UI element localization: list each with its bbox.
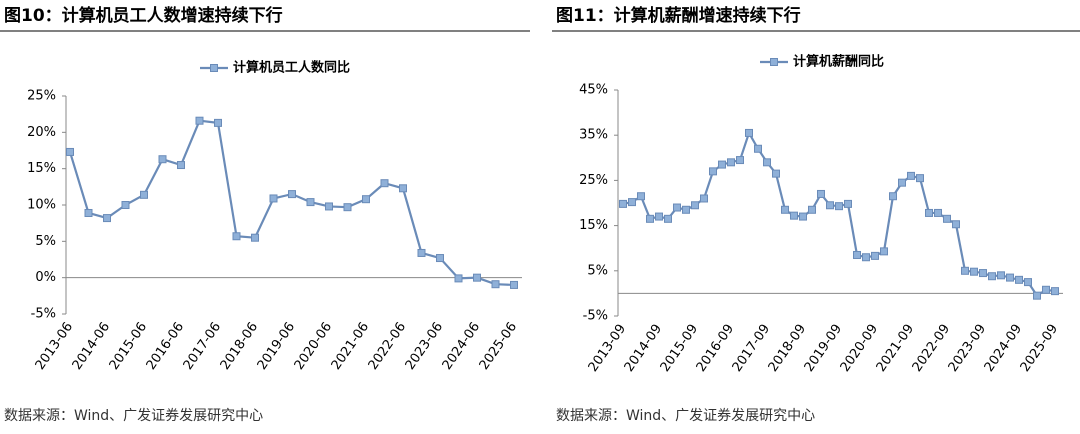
source-note: 数据来源：Wind、广发证券发展研究中心 — [4, 408, 263, 424]
point-marker — [1042, 285, 1050, 294]
point-marker — [1033, 291, 1041, 300]
point-marker — [619, 199, 627, 208]
x-tick-label: 2025-06 — [477, 320, 520, 373]
point-marker — [214, 118, 222, 127]
point-marker — [380, 179, 389, 188]
point-marker — [306, 198, 315, 207]
point-marker — [682, 205, 690, 214]
point-marker — [844, 199, 852, 208]
point-marker — [754, 144, 762, 153]
source-note: 数据来源：Wind、广发证券发展研究中心 — [556, 408, 815, 424]
point-marker — [691, 201, 699, 210]
y-tick-label: 5% — [35, 234, 56, 249]
point-marker — [943, 214, 951, 223]
legend-label: 计算机员工人数同比 — [233, 60, 350, 76]
point-marker — [646, 214, 654, 223]
point-marker — [916, 174, 924, 183]
point-marker — [826, 201, 834, 210]
point-marker — [907, 171, 915, 180]
y-tick-label: 5% — [587, 263, 608, 278]
point-marker — [84, 208, 93, 217]
point-marker — [66, 147, 74, 156]
y-tick-label: 25% — [579, 173, 608, 188]
y-tick-label: 25% — [27, 89, 56, 104]
point-marker — [325, 202, 333, 211]
chart-title: 图11：计算机薪酬增速持续下行 — [556, 5, 801, 26]
point-marker — [772, 169, 780, 178]
point-marker — [853, 250, 861, 259]
point-marker — [655, 212, 663, 221]
point-marker — [925, 208, 933, 217]
y-tick-label: 20% — [27, 125, 56, 140]
series-line — [622, 130, 1056, 298]
point-marker — [473, 273, 481, 282]
point-marker — [979, 269, 987, 278]
point-marker — [952, 220, 960, 229]
y-tick-label: 0% — [35, 270, 56, 285]
point-marker — [799, 212, 807, 221]
point-marker — [1015, 275, 1023, 284]
point-marker — [288, 190, 296, 199]
point-marker — [637, 192, 645, 201]
point-marker — [763, 158, 771, 167]
point-marker — [898, 178, 906, 187]
point-marker — [362, 195, 370, 204]
point-marker — [727, 158, 735, 167]
point-marker — [510, 280, 518, 289]
point-marker — [673, 203, 681, 212]
point-marker — [997, 271, 1005, 280]
point-marker — [121, 201, 130, 209]
legend-label: 计算机薪酬同比 — [793, 54, 884, 70]
point-marker — [399, 184, 407, 193]
point-marker — [628, 198, 636, 207]
point-marker — [970, 267, 978, 276]
point-marker — [718, 160, 726, 169]
point-marker — [417, 248, 426, 257]
point-marker — [232, 232, 241, 241]
point-marker — [140, 190, 148, 199]
point-marker — [817, 189, 825, 198]
y-tick-label: 45% — [579, 83, 608, 98]
y-tick-label: 10% — [27, 198, 56, 213]
point-marker — [862, 253, 870, 262]
series-line — [68, 119, 515, 287]
point-marker — [790, 211, 798, 220]
point-marker — [781, 205, 789, 214]
point-marker — [269, 194, 278, 203]
point-marker — [988, 272, 996, 281]
y-tick-label: 35% — [579, 128, 608, 143]
point-marker — [709, 167, 717, 176]
chart-title: 图10：计算机员工人数增速持续下行 — [4, 5, 283, 26]
point-marker — [103, 214, 111, 223]
point-marker — [889, 192, 897, 201]
legend-marker — [210, 64, 218, 72]
point-marker — [343, 203, 352, 212]
point-marker — [1006, 273, 1014, 282]
point-marker — [664, 214, 672, 223]
legend-marker — [770, 58, 778, 66]
point-marker — [195, 116, 204, 125]
point-marker — [1051, 287, 1059, 296]
point-marker — [454, 274, 463, 283]
y-tick-label: -5% — [31, 307, 56, 322]
point-marker — [1024, 278, 1032, 287]
point-marker — [934, 208, 942, 217]
point-marker — [835, 202, 843, 211]
y-tick-label: 15% — [579, 218, 608, 233]
point-marker — [736, 156, 744, 165]
point-marker — [961, 266, 969, 275]
point-marker — [880, 247, 888, 256]
point-marker — [177, 161, 185, 170]
point-marker — [871, 251, 879, 260]
y-tick-label: -5% — [583, 309, 608, 324]
point-marker — [491, 280, 500, 289]
point-marker — [745, 128, 753, 137]
point-marker — [700, 194, 708, 203]
point-marker — [251, 233, 259, 242]
point-marker — [436, 254, 444, 263]
point-marker — [158, 155, 167, 164]
y-tick-label: 15% — [27, 161, 56, 176]
point-marker — [808, 205, 816, 214]
